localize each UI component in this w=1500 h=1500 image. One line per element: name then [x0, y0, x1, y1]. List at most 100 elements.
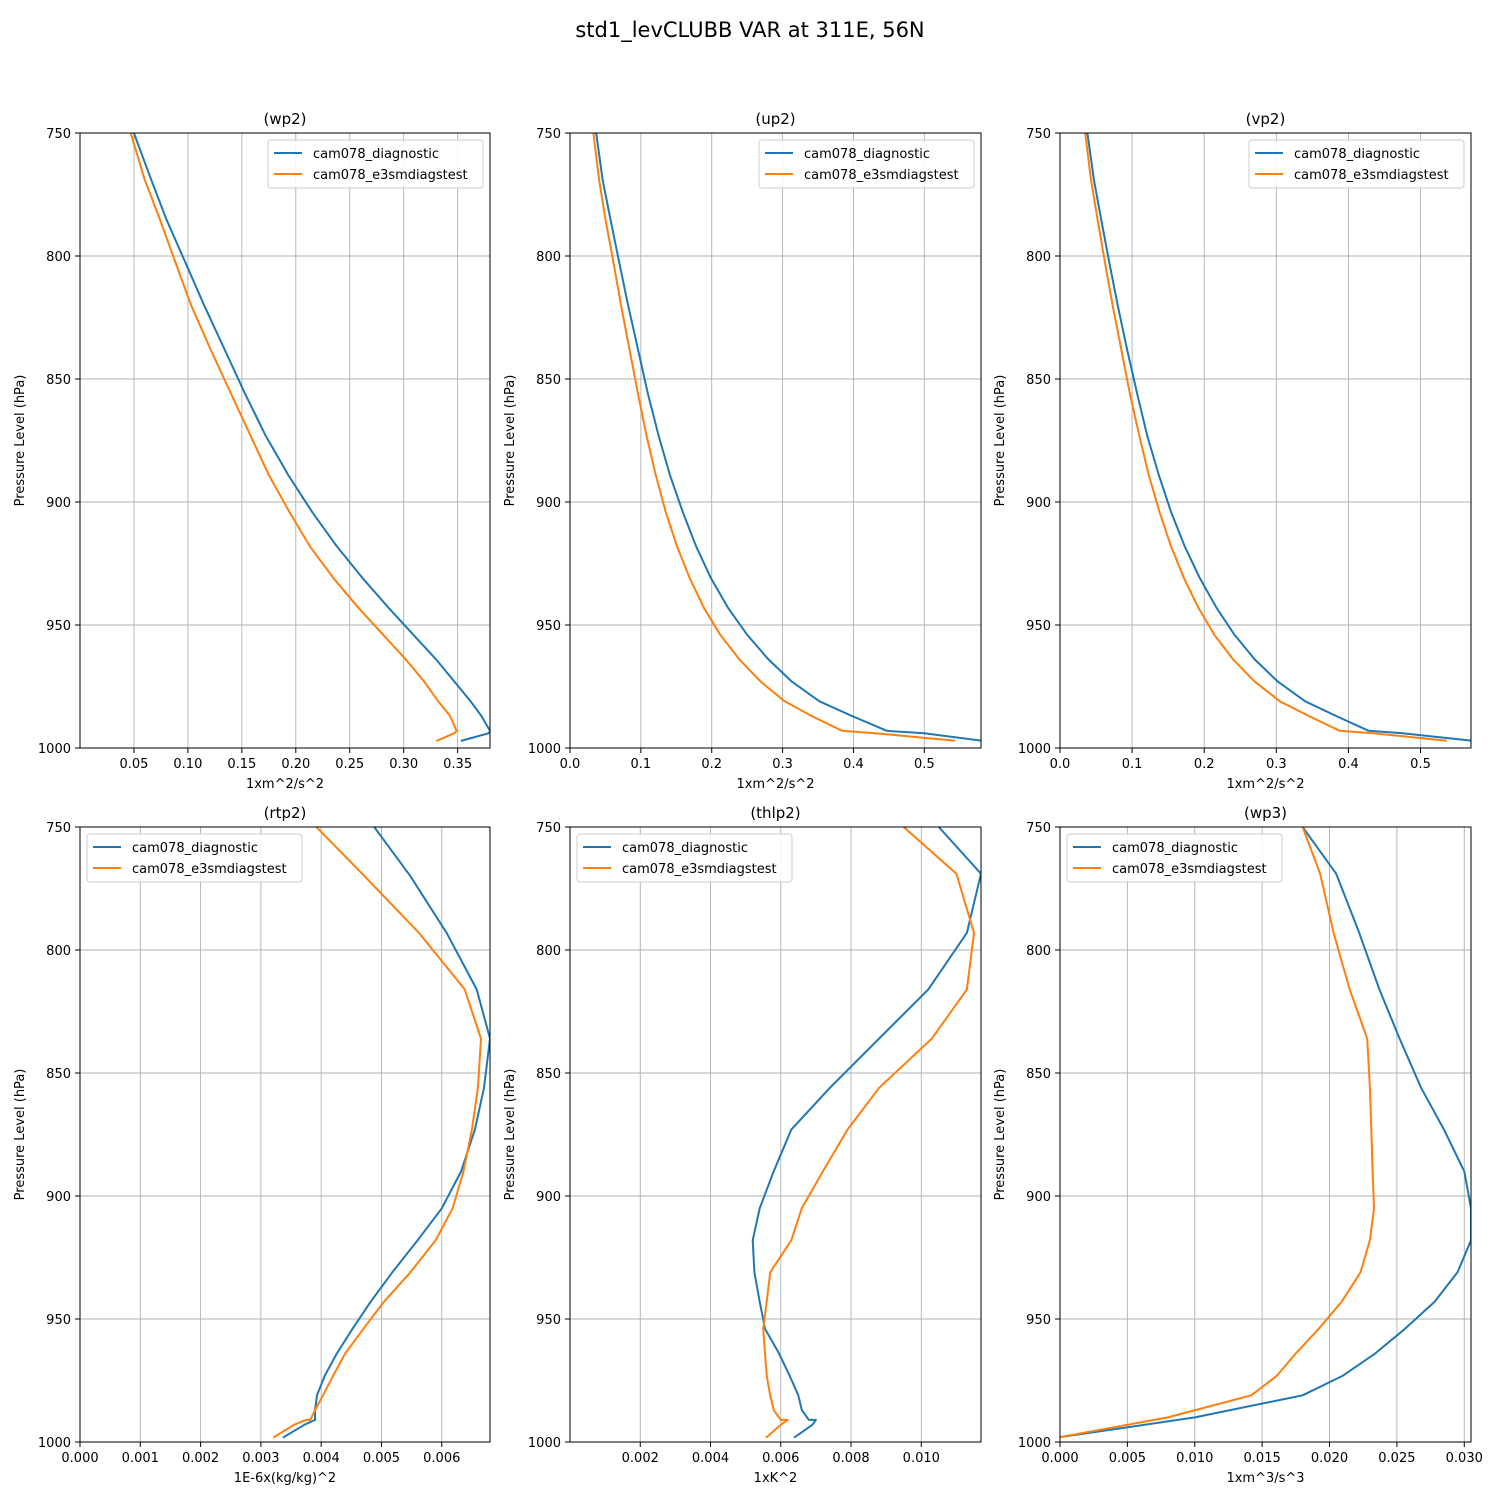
- y-tick-label: 950: [46, 619, 71, 634]
- x-axis-label: 1xm^2/s^2: [736, 777, 814, 792]
- x-tick-label: 0.5: [1410, 757, 1431, 772]
- y-tick-label: 850: [536, 1067, 561, 1082]
- x-tick-label: 0.30: [389, 757, 418, 772]
- y-tick-label: 800: [1026, 250, 1051, 265]
- x-tick-label: 0.005: [363, 1451, 400, 1466]
- y-tick-label: 950: [536, 1313, 561, 1328]
- x-tick-label: 0.4: [843, 757, 864, 772]
- y-tick-label: 800: [536, 944, 561, 959]
- x-tick-label: 0.1: [631, 757, 652, 772]
- panel-title: (thlp2): [750, 804, 800, 822]
- x-tick-label: 0.2: [701, 757, 722, 772]
- x-tick-label: 0.030: [1446, 1451, 1483, 1466]
- y-tick-label: 750: [1026, 821, 1051, 836]
- x-axis-label: 1xK^2: [754, 1471, 798, 1486]
- x-tick-label: 0.10: [173, 757, 202, 772]
- legend-entry: cam078_diagnostic: [132, 841, 258, 856]
- y-tick-label: 1000: [1018, 1436, 1051, 1451]
- y-tick-label: 950: [1026, 1313, 1051, 1328]
- x-tick-label: 0.0: [560, 757, 581, 772]
- legend-entry: cam078_diagnostic: [313, 147, 439, 162]
- x-tick-label: 0.5: [914, 757, 935, 772]
- y-tick-label: 950: [1026, 619, 1051, 634]
- x-tick-label: 0.3: [772, 757, 793, 772]
- panel-0: 0.05 0.10 0.15 0.20 0.25 0.30 0.35 750 800 850 900…: [13, 110, 491, 792]
- series-line-2: [1084, 133, 1447, 742]
- x-tick-label: 0.006: [762, 1451, 799, 1466]
- y-tick-label: 800: [536, 250, 561, 265]
- x-tick-label: 0.002: [622, 1451, 659, 1466]
- y-axis-label: Pressure Level (hPa): [503, 1069, 518, 1201]
- legend-entry: cam078_e3smdiagstest: [132, 862, 287, 877]
- x-axis-label: 1xm^3/s^3: [1226, 1471, 1304, 1486]
- panel-5: 0.000 0.005 0.010 0.015 0.020 0.025 0.030 750 80…: [993, 804, 1483, 1486]
- legend: cam078_diagnostic cam078_e3smdiagstest: [758, 139, 975, 189]
- panel-title: (up2): [755, 110, 795, 128]
- series-line-1: [1086, 133, 1471, 742]
- y-axis-label: Pressure Level (hPa): [993, 375, 1008, 507]
- x-axis-label: 1xm^2/s^2: [1226, 777, 1304, 792]
- x-axis-label: 1E-6x(kg/kg)^2: [234, 1471, 336, 1486]
- legend-entry: cam078_e3smdiagstest: [313, 168, 468, 183]
- x-tick-label: 0.015: [1244, 1451, 1281, 1466]
- series-line-1: [595, 133, 981, 742]
- x-tick-label: 0.000: [1041, 1451, 1078, 1466]
- y-tick-label: 900: [46, 1190, 71, 1205]
- figure-title: std1_levCLUBB VAR at 311E, 56N: [575, 18, 924, 43]
- panel-title: (wp2): [263, 110, 306, 128]
- series-line-2: [592, 133, 956, 742]
- plot-frame: [1059, 132, 1472, 749]
- y-tick-label: 800: [46, 944, 71, 959]
- plot-frame: [79, 826, 491, 1443]
- panel-4: 0.002 0.004 0.006 0.008 0.010 750 800 850 900 950…: [503, 804, 982, 1486]
- x-tick-label: 0.05: [119, 757, 148, 772]
- legend: cam078_diagnostic cam078_e3smdiagstest: [1066, 833, 1283, 883]
- x-tick-label: 0.002: [182, 1451, 219, 1466]
- panels: 0.05 0.10 0.15 0.20 0.25 0.30 0.35 750 800 850 900…: [13, 110, 1483, 1486]
- series-line-2: [1060, 827, 1375, 1439]
- y-axis-label: Pressure Level (hPa): [993, 1069, 1008, 1201]
- x-tick-label: 0.004: [692, 1451, 729, 1466]
- panel-2: 0.0 0.1 0.2 0.3 0.4 0.5 750 800 850 900 950 1000 (vp…: [993, 110, 1472, 792]
- legend-entry: cam078_diagnostic: [622, 841, 748, 856]
- x-tick-label: 0.000: [61, 1451, 98, 1466]
- y-tick-label: 900: [536, 496, 561, 511]
- x-tick-label: 0.001: [122, 1451, 159, 1466]
- x-tick-label: 0.15: [227, 757, 256, 772]
- x-tick-label: 0.35: [443, 757, 472, 772]
- y-tick-label: 950: [536, 619, 561, 634]
- x-tick-label: 0.0: [1050, 757, 1071, 772]
- panel-1: 0.0 0.1 0.2 0.3 0.4 0.5 750 800 850 900 950 1000 (up…: [503, 110, 982, 792]
- panel-title: (wp3): [1244, 804, 1287, 822]
- y-tick-label: 750: [1026, 127, 1051, 142]
- y-tick-label: 850: [536, 373, 561, 388]
- panel-3: 0.000 0.001 0.002 0.003 0.004 0.005 0.006 750 80…: [13, 804, 491, 1486]
- y-tick-label: 800: [1026, 944, 1051, 959]
- plot-frame: [1059, 826, 1472, 1443]
- legend: cam078_diagnostic cam078_e3smdiagstest: [267, 139, 484, 189]
- legend: cam078_diagnostic cam078_e3smdiagstest: [86, 833, 303, 883]
- plot-frame: [569, 826, 982, 1443]
- series-line-2: [129, 133, 458, 742]
- y-tick-label: 750: [536, 821, 561, 836]
- series-line-2: [762, 827, 975, 1439]
- y-tick-label: 850: [1026, 1067, 1051, 1082]
- series-line-1: [1060, 827, 1471, 1439]
- x-tick-label: 0.2: [1194, 757, 1215, 772]
- y-tick-label: 900: [46, 496, 71, 511]
- x-tick-label: 0.020: [1311, 1451, 1348, 1466]
- x-tick-label: 0.010: [903, 1451, 940, 1466]
- y-tick-label: 900: [1026, 1190, 1051, 1205]
- y-tick-label: 850: [46, 373, 71, 388]
- y-axis-label: Pressure Level (hPa): [503, 375, 518, 507]
- series-line-1: [751, 827, 981, 1439]
- x-tick-label: 0.010: [1176, 1451, 1213, 1466]
- series-line-1: [132, 133, 490, 742]
- legend: cam078_diagnostic cam078_e3smdiagstest: [576, 833, 793, 883]
- panel-title: (rtp2): [264, 804, 307, 822]
- x-tick-label: 0.008: [832, 1451, 869, 1466]
- y-tick-label: 1000: [528, 742, 561, 757]
- y-tick-label: 1000: [38, 742, 71, 757]
- x-tick-label: 0.20: [281, 757, 310, 772]
